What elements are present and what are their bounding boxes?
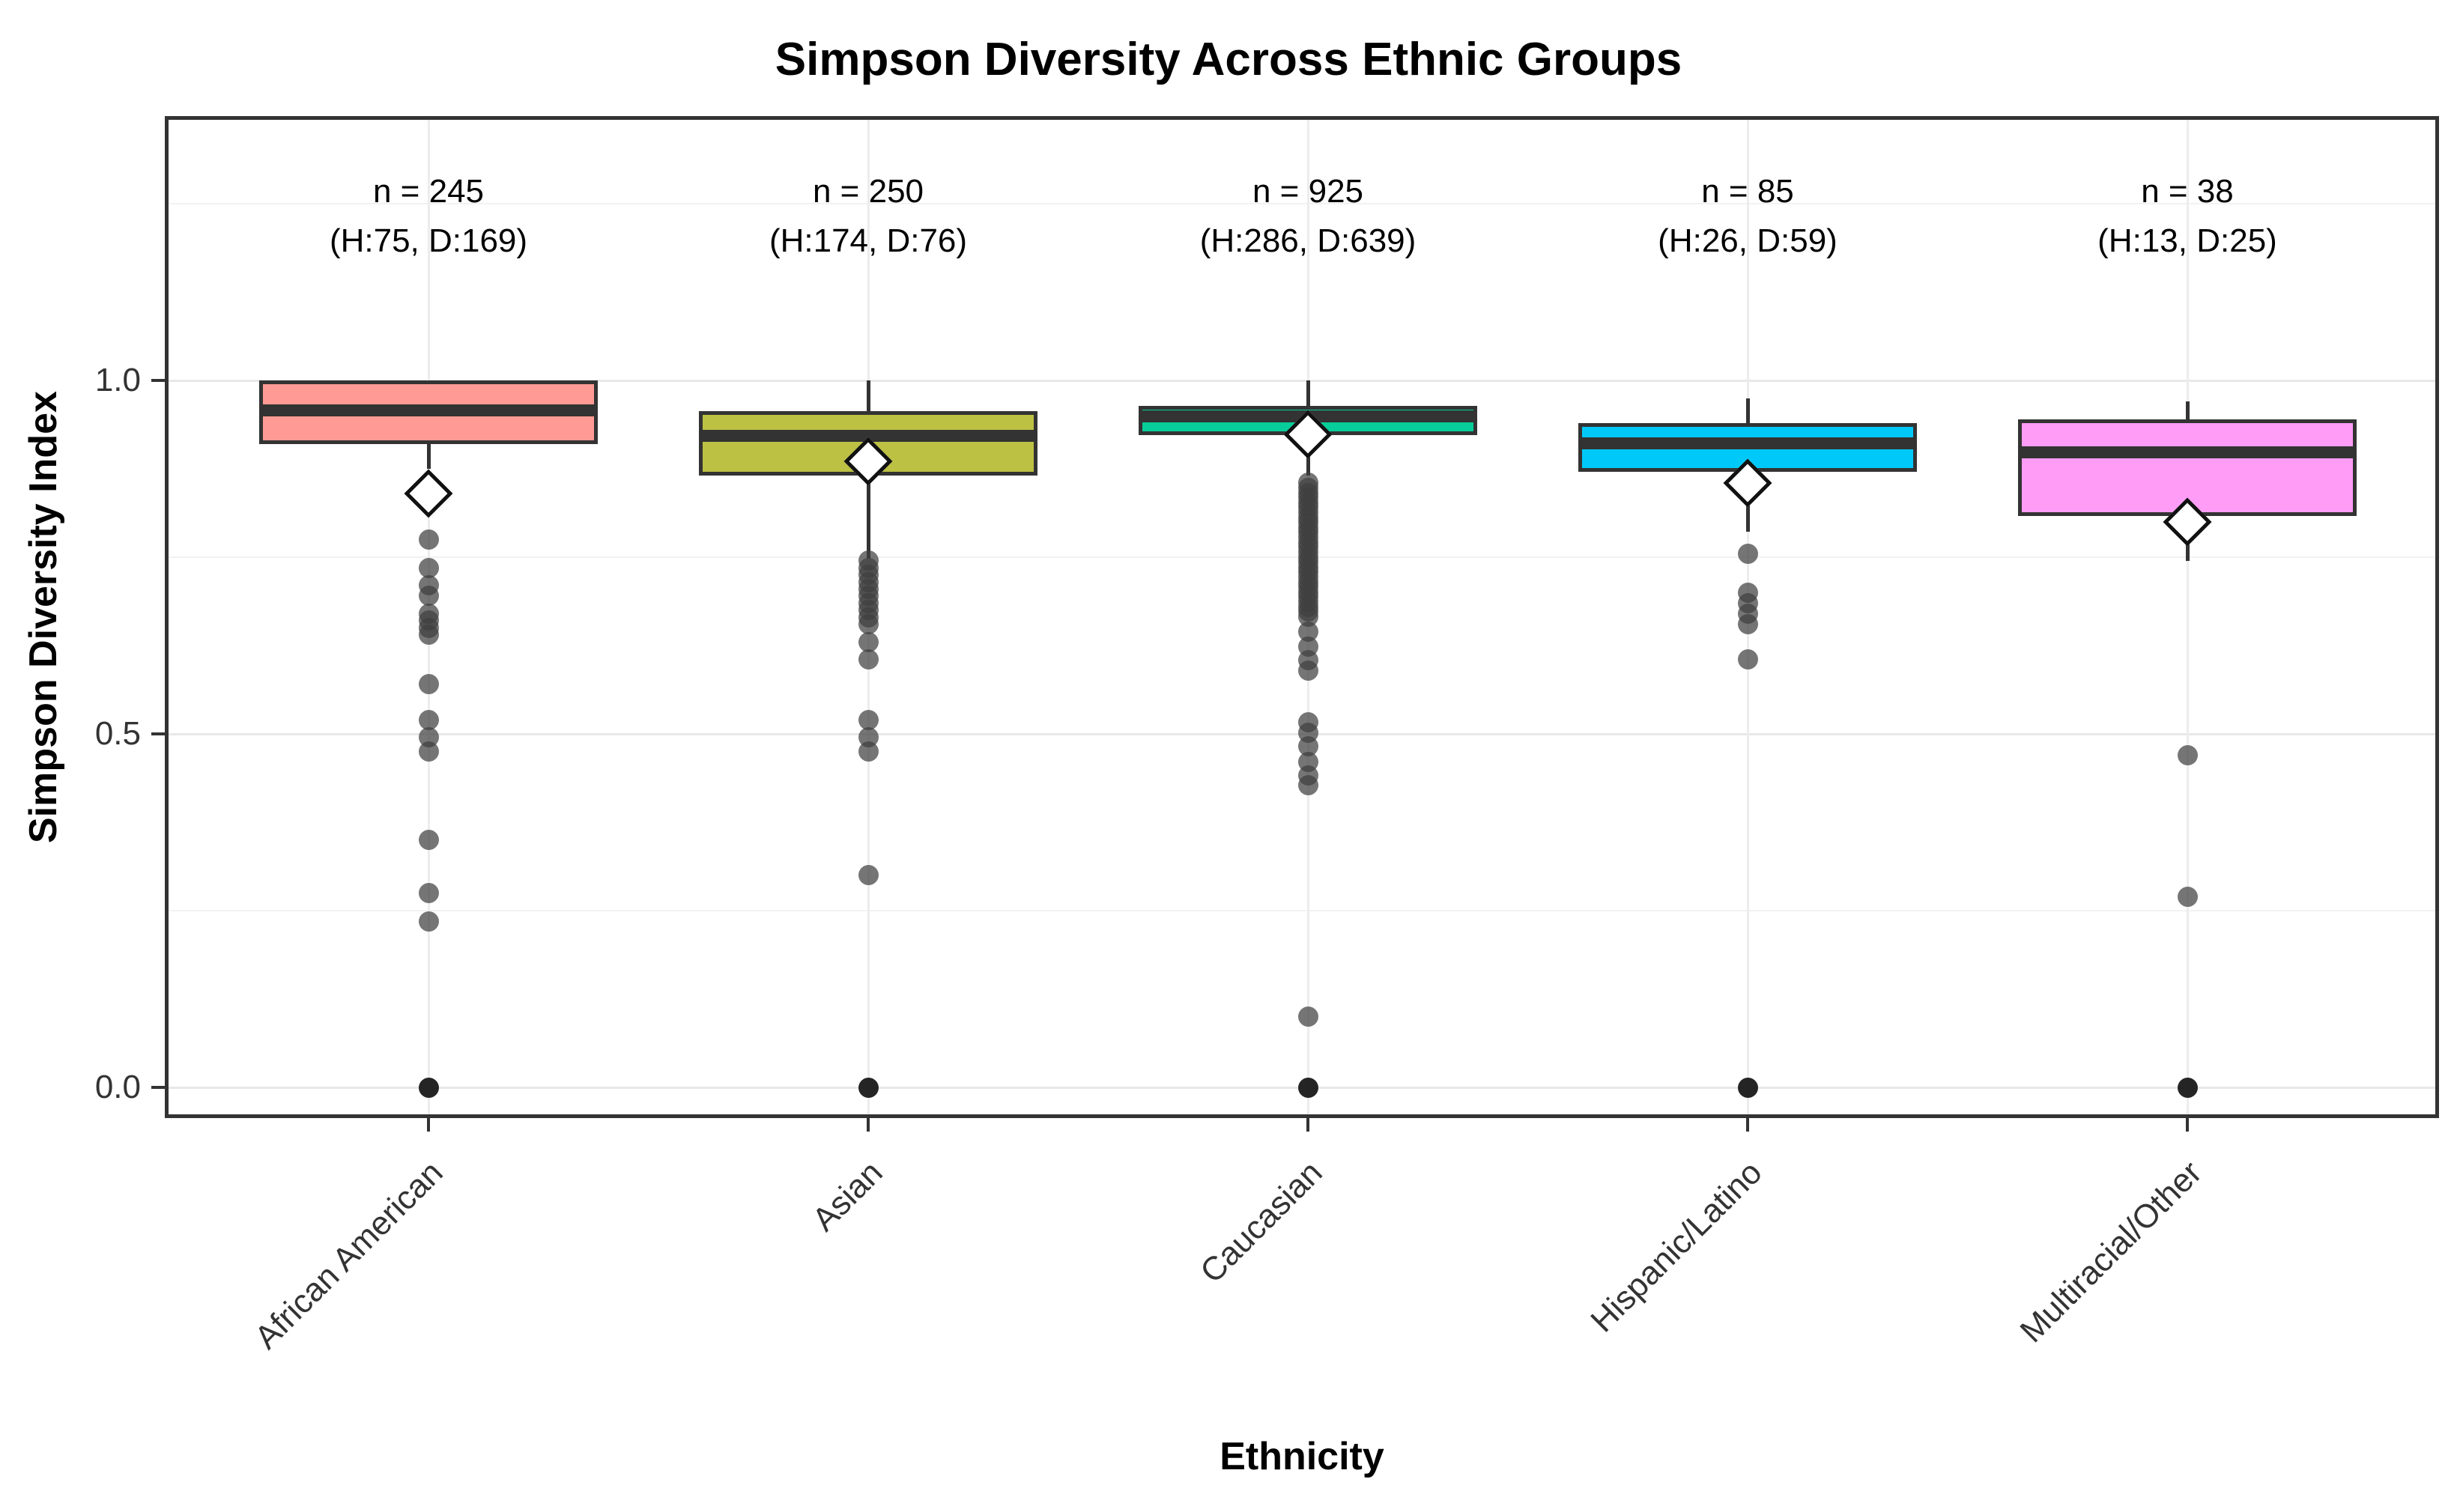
chart-title: Simpson Diversity Across Ethnic Groups [775,34,1682,85]
annotation-n: n = 250 [812,173,924,210]
outlier-point [2177,744,2198,765]
y-axis-title: Simpson Diversity Index [22,391,65,843]
annotation-hd: (H:174, D:76) [769,222,968,259]
outlier-point [418,741,439,762]
y-tick-label: 1.0 [94,362,141,398]
upper-whisker [1745,398,1750,423]
annotation-n: n = 38 [2141,173,2234,210]
y-tick [151,732,165,735]
outlier-point [858,649,879,670]
outlier-point [858,741,879,762]
x-tick [867,1118,870,1132]
outlier-point [1737,649,1758,670]
median-line [2018,446,2357,459]
upper-whisker [866,380,870,411]
x-tick-label: Caucasian [1193,1154,1330,1290]
outlier-point [1737,614,1758,635]
outlier-point [1297,660,1318,681]
outlier-point [418,830,439,851]
upper-whisker [2185,401,2190,419]
lower-whisker [426,443,431,469]
annotation-n: n = 925 [1252,173,1364,210]
y-tick-label: 0.5 [94,715,141,752]
median-line [1578,437,1917,450]
y-tick-label: 0.0 [94,1069,141,1105]
median-line [259,404,598,416]
x-tick [1746,1118,1749,1132]
panel-border [165,116,2439,1118]
outlier-point-zero [1297,1077,1318,1098]
outlier-point [418,911,439,932]
x-tick-label: Hispanic/Latino [1584,1154,1769,1340]
outlier-point [2177,886,2198,907]
x-tick [1306,1118,1309,1132]
annotation-hd: (H:286, D:639) [1199,222,1417,259]
outlier-point [858,631,879,652]
lower-whisker [866,476,870,559]
upper-whisker [1306,380,1310,406]
outlier-point [858,709,879,730]
annotation-hd: (H:75, D:169) [329,222,528,259]
outlier-point [418,529,439,550]
x-tick [2186,1118,2189,1132]
annotation-n: n = 85 [1701,173,1794,210]
y-tick [151,379,165,382]
outlier-point-zero [1737,1077,1758,1098]
x-tick-label: Asian [805,1154,890,1239]
median-line [699,429,1037,442]
major-gridline [165,380,2439,382]
annotation-hd: (H:13, D:25) [2097,222,2277,259]
outlier-point [418,625,439,646]
category-gridline [2187,116,2189,1118]
outlier-point [418,557,439,578]
outlier-point [1737,543,1758,564]
x-tick [427,1118,430,1132]
outlier-point-zero [858,1077,879,1098]
x-axis-title: Ethnicity [1220,1435,1384,1478]
annotation-hd: (H:26, D:59) [1658,222,1838,259]
x-tick-label: Multiracial/Other [2013,1154,2209,1350]
outlier-point-zero [2177,1077,2198,1098]
outlier-point [418,674,439,695]
minor-gridline [165,203,2439,204]
outlier-point [418,709,439,730]
outlier-point [418,882,439,903]
annotation-n: n = 245 [372,173,485,210]
y-tick [151,1086,165,1089]
outlier-point-zero [418,1077,439,1098]
minor-gridline [165,910,2439,911]
outlier-point [418,586,439,607]
x-tick-label: African American [247,1154,450,1356]
outlier-point [1297,775,1318,796]
outlier-point [858,865,879,886]
outlier-point [858,614,879,635]
outlier-point [1297,1007,1318,1027]
